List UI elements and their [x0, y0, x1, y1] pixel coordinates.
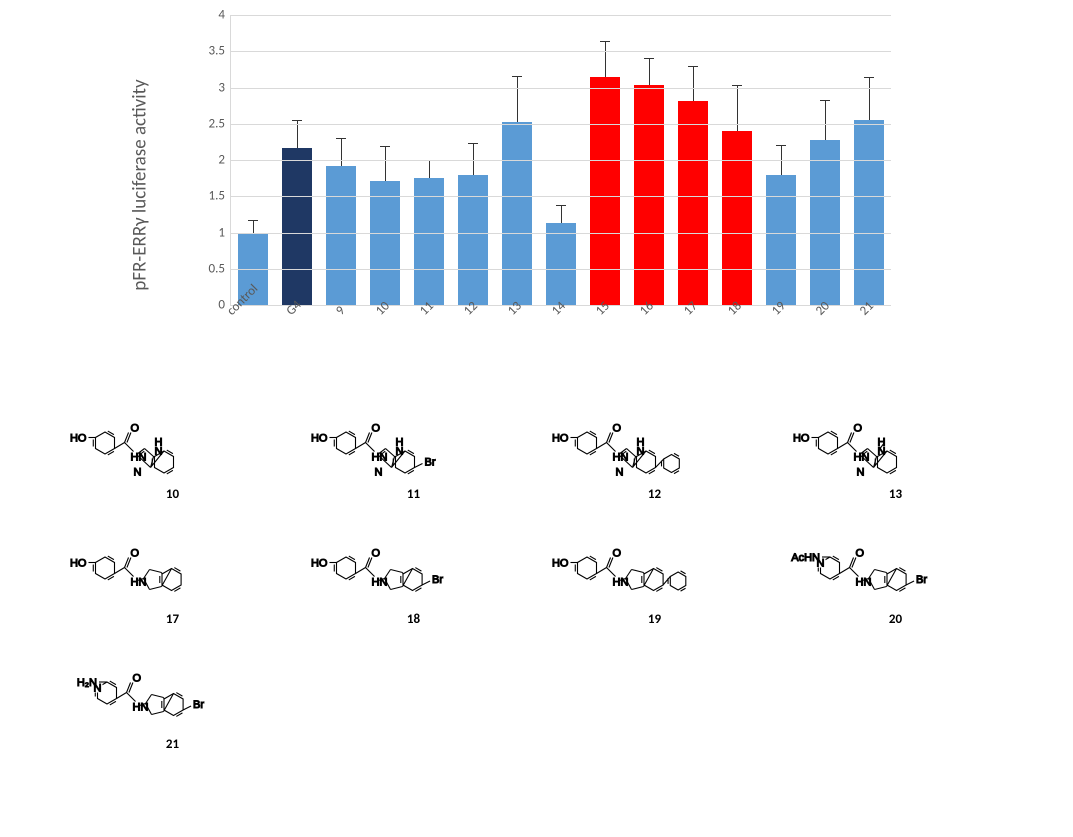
svg-text:N: N: [133, 467, 141, 479]
structure-label: 11: [407, 487, 420, 502]
svg-text:O: O: [371, 423, 380, 435]
structure-19: HOOHN19: [542, 520, 767, 627]
structure-label: 20: [889, 612, 902, 627]
y-axis-label: pFR-ERRγ luciferase activity: [129, 79, 152, 290]
svg-text:N: N: [856, 467, 864, 479]
svg-text:HO: HO: [69, 433, 86, 445]
svg-text:O: O: [132, 673, 141, 685]
svg-text:HO: HO: [310, 558, 327, 570]
y-tick: 1: [218, 225, 231, 240]
svg-text:N: N: [615, 467, 623, 479]
y-tick: 4: [218, 8, 231, 23]
svg-text:H: H: [154, 437, 162, 449]
y-tick: 1.5: [209, 189, 231, 204]
svg-text:O: O: [612, 548, 621, 560]
svg-text:O: O: [612, 423, 621, 435]
svg-text:H: H: [395, 437, 403, 449]
y-tick: 3.5: [209, 44, 231, 59]
structure-20: NAcHNOHNBr20: [783, 520, 1008, 627]
structure-12: HOOHNNHN12: [542, 395, 767, 502]
svg-text:O: O: [855, 548, 864, 560]
svg-text:Br: Br: [432, 574, 443, 586]
svg-text:AcHN: AcHN: [791, 552, 820, 564]
structures-panel: HOOHNNHN10HOOHNNHNBr11HOOHNNHN12HOOHNNHN…: [60, 395, 1020, 770]
svg-text:HO: HO: [69, 558, 86, 570]
structure-label: 13: [889, 487, 902, 502]
svg-text:O: O: [853, 423, 862, 435]
svg-text:HO: HO: [792, 433, 809, 445]
structure-label: 19: [648, 612, 661, 627]
plot-area: 00.511.522.533.54: [230, 15, 891, 306]
svg-text:O: O: [130, 423, 139, 435]
structure-21: NH₂NOHNBr21: [60, 645, 285, 752]
svg-text:H₂N: H₂N: [76, 677, 96, 689]
structure-13: HOOHNNHN13: [783, 395, 1008, 502]
structure-17: HOOHN17: [60, 520, 285, 627]
structure-10: HOOHNNHN10: [60, 395, 285, 502]
y-tick: 3: [218, 80, 231, 95]
y-tick: 0.5: [209, 261, 231, 276]
svg-text:HO: HO: [551, 433, 568, 445]
svg-text:H: H: [636, 437, 644, 449]
structure-label: 10: [166, 487, 179, 502]
svg-text:HO: HO: [551, 558, 568, 570]
structure-11: HOOHNNHNBr11: [301, 395, 526, 502]
structure-label: 21: [166, 737, 179, 752]
y-tick: 2.5: [209, 116, 231, 131]
y-tick: 2: [218, 153, 231, 168]
svg-text:Br: Br: [424, 457, 435, 469]
structure-label: 12: [648, 487, 661, 502]
x-ticks: controlG49101112131415161718192021: [230, 308, 890, 353]
svg-text:Br: Br: [916, 574, 927, 586]
svg-text:N: N: [374, 467, 382, 479]
structure-label: 17: [166, 612, 179, 627]
bar-chart: pFR-ERRγ luciferase activity 00.511.522.…: [180, 10, 900, 360]
svg-text:O: O: [130, 548, 139, 560]
svg-text:O: O: [371, 548, 380, 560]
svg-text:Br: Br: [193, 699, 204, 711]
structure-18: HOOHNBr18: [301, 520, 526, 627]
svg-text:HO: HO: [310, 433, 327, 445]
structure-label: 18: [407, 612, 420, 627]
